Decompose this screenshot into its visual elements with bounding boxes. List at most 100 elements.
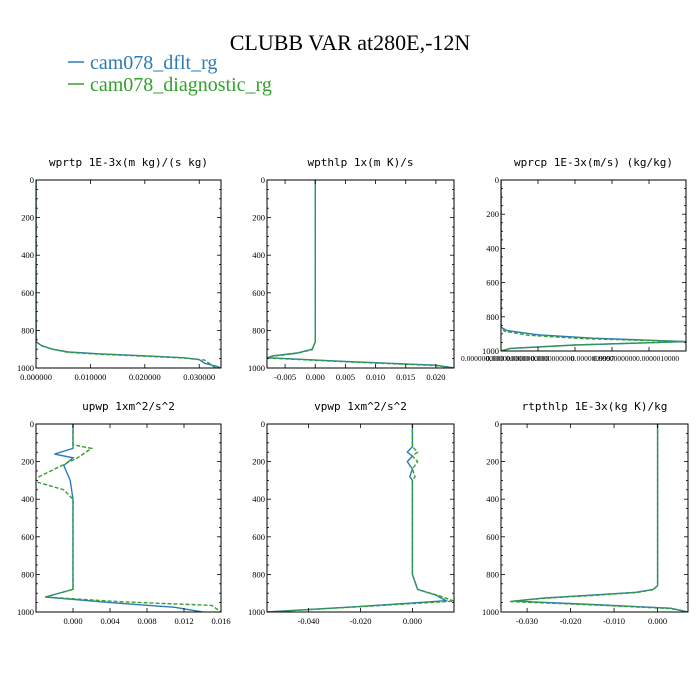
y-tick-label: 1000 bbox=[482, 346, 499, 356]
y-tick-label: 0 bbox=[30, 175, 34, 185]
x-tick-label: -0.020 bbox=[350, 616, 372, 626]
series-line-diagnostic bbox=[267, 180, 454, 368]
y-tick-label: 400 bbox=[21, 494, 34, 504]
y-tick-label: 800 bbox=[252, 325, 265, 335]
x-tick-label: 0.010 bbox=[366, 372, 385, 382]
x-tick-label: 0.010000 bbox=[74, 372, 106, 382]
x-tick-label: 0.000 bbox=[648, 616, 667, 626]
series-line-diagnostic bbox=[36, 424, 221, 612]
x-tick-label: 0.0000010000 bbox=[636, 354, 679, 363]
y-tick-label: 200 bbox=[252, 213, 265, 223]
x-tick-label: -0.010 bbox=[603, 616, 625, 626]
y-tick-label: 600 bbox=[21, 532, 34, 542]
panel-5: vpwp 1xm^2/s^2 0 200 400 600 800 1000 -0.040 -0.… bbox=[248, 400, 455, 626]
y-tick-label: 200 bbox=[21, 213, 34, 223]
legend: cam078_dflt_rg cam078_diagnostic_rg bbox=[68, 52, 272, 96]
y-tick-label: 200 bbox=[486, 209, 499, 219]
x-tick-label: 0.0000000000 bbox=[486, 354, 529, 363]
y-tick-label: 200 bbox=[486, 457, 499, 467]
panel-title: wpthlp 1x(m K)/s bbox=[308, 156, 414, 169]
x-tick-label: 0.0000000000 bbox=[593, 354, 636, 363]
series-line-dflt bbox=[267, 180, 454, 368]
series-line-dflt bbox=[45, 424, 203, 612]
panel-3: wprcp 1E-3x(m/s) (kg/kg) 0 200 400 600 800 100… bbox=[461, 156, 687, 363]
x-tick-label: 0.008 bbox=[137, 616, 156, 626]
panel-2: wpthlp 1x(m K)/s 0 200 400 600 800 1000 -0.005 0… bbox=[248, 156, 455, 382]
x-tick-label: -0.040 bbox=[298, 616, 320, 626]
x-tick-label: 0.005 bbox=[336, 372, 355, 382]
series-line-diagnostic bbox=[509, 424, 688, 612]
series-line-dflt bbox=[267, 424, 449, 612]
y-tick-label: 800 bbox=[486, 312, 499, 322]
x-tick-label: -0.030 bbox=[516, 616, 538, 626]
x-tick-label: 0.030000 bbox=[183, 372, 215, 382]
y-tick-label: 0 bbox=[261, 175, 265, 185]
y-tick-label: 1000 bbox=[17, 363, 34, 373]
y-tick-label: 400 bbox=[21, 250, 34, 260]
series-line-diagnostic bbox=[267, 424, 454, 612]
x-tick-label: 0.016 bbox=[211, 616, 230, 626]
x-tick-label: -0.020 bbox=[560, 616, 582, 626]
x-tick-label: 0.020000 bbox=[129, 372, 161, 382]
x-tick-label: 0.004 bbox=[100, 616, 120, 626]
y-tick-label: 800 bbox=[21, 569, 34, 579]
y-tick-label: 200 bbox=[21, 457, 34, 467]
x-tick-label: 0.0000000000 bbox=[506, 354, 549, 363]
y-tick-label: 600 bbox=[486, 532, 499, 542]
legend-label-dflt: cam078_dflt_rg bbox=[90, 52, 217, 74]
panels: wprtp 1E-3x(m kg)/(s kg) 0 200 400 600 800 100… bbox=[17, 156, 689, 626]
plot-frame bbox=[35, 423, 222, 613]
plot-frame bbox=[500, 423, 689, 613]
y-tick-label: 400 bbox=[486, 243, 499, 253]
series-line-dflt bbox=[501, 180, 686, 351]
y-tick-label: 600 bbox=[252, 288, 265, 298]
legend-label-diagnostic: cam078_diagnostic_rg bbox=[90, 74, 272, 96]
figure-title: CLUBB VAR at280E,-12N bbox=[230, 30, 471, 55]
y-tick-label: 400 bbox=[486, 494, 499, 504]
panel-6: rtpthlp 1E-3x(kg K)/kg 0 200 400 600 800 1000 -… bbox=[482, 400, 689, 626]
y-tick-label: 600 bbox=[486, 278, 499, 288]
y-tick-label: 1000 bbox=[17, 607, 34, 617]
x-tick-label: 0.0000009997 bbox=[571, 354, 614, 363]
panel-title: wprcp 1E-3x(m/s) (kg/kg) bbox=[514, 156, 673, 169]
y-tick-label: 800 bbox=[21, 325, 34, 335]
panel-title: wprtp 1E-3x(m kg)/(s kg) bbox=[49, 156, 208, 169]
x-tick-label: 0.020 bbox=[426, 372, 445, 382]
x-tick-label: 0.000 bbox=[63, 616, 82, 626]
x-tick-label: 0.000 bbox=[306, 372, 325, 382]
plot-frame bbox=[266, 423, 455, 613]
y-tick-label: 0 bbox=[495, 419, 499, 429]
x-tick-label: 0.0000000000 bbox=[531, 354, 574, 363]
x-tick-label: 0.012 bbox=[174, 616, 193, 626]
y-tick-label: 400 bbox=[252, 250, 265, 260]
panel-title: vpwp 1xm^2/s^2 bbox=[314, 400, 407, 413]
y-tick-label: 600 bbox=[252, 532, 265, 542]
panel-title: upwp 1xm^2/s^2 bbox=[82, 400, 175, 413]
plot-frame bbox=[35, 179, 222, 369]
series-line-dflt bbox=[513, 424, 688, 612]
y-tick-label: 800 bbox=[486, 569, 499, 579]
panel-4: upwp 1xm^2/s^2 0 200 400 600 800 1000 0.000 0.00… bbox=[17, 400, 231, 626]
x-tick-label: 0.0000000000 bbox=[461, 354, 504, 363]
y-tick-label: 400 bbox=[252, 494, 265, 504]
x-tick-label: -0.005 bbox=[274, 372, 296, 382]
y-tick-label: 600 bbox=[21, 288, 34, 298]
series-line-dflt bbox=[36, 180, 221, 368]
series-line-diagnostic bbox=[36, 180, 217, 368]
y-tick-label: 800 bbox=[252, 569, 265, 579]
y-tick-label: 0 bbox=[261, 419, 265, 429]
plot-frame bbox=[500, 179, 687, 352]
panel-title: rtpthlp 1E-3x(kg K)/kg bbox=[522, 400, 668, 413]
y-tick-label: 1000 bbox=[248, 363, 265, 373]
y-tick-label: 200 bbox=[252, 457, 265, 467]
y-tick-label: 1000 bbox=[482, 607, 499, 617]
x-tick-label: 0.000000 bbox=[20, 372, 52, 382]
series-line-diagnostic bbox=[501, 180, 686, 351]
panel-1: wprtp 1E-3x(m kg)/(s kg) 0 200 400 600 800 100… bbox=[17, 156, 222, 382]
x-tick-label: 0.015 bbox=[396, 372, 415, 382]
y-tick-label: 0 bbox=[30, 419, 34, 429]
plot-frame bbox=[266, 179, 455, 369]
y-tick-label: 0 bbox=[495, 175, 499, 185]
x-tick-label: 0.000 bbox=[403, 616, 422, 626]
